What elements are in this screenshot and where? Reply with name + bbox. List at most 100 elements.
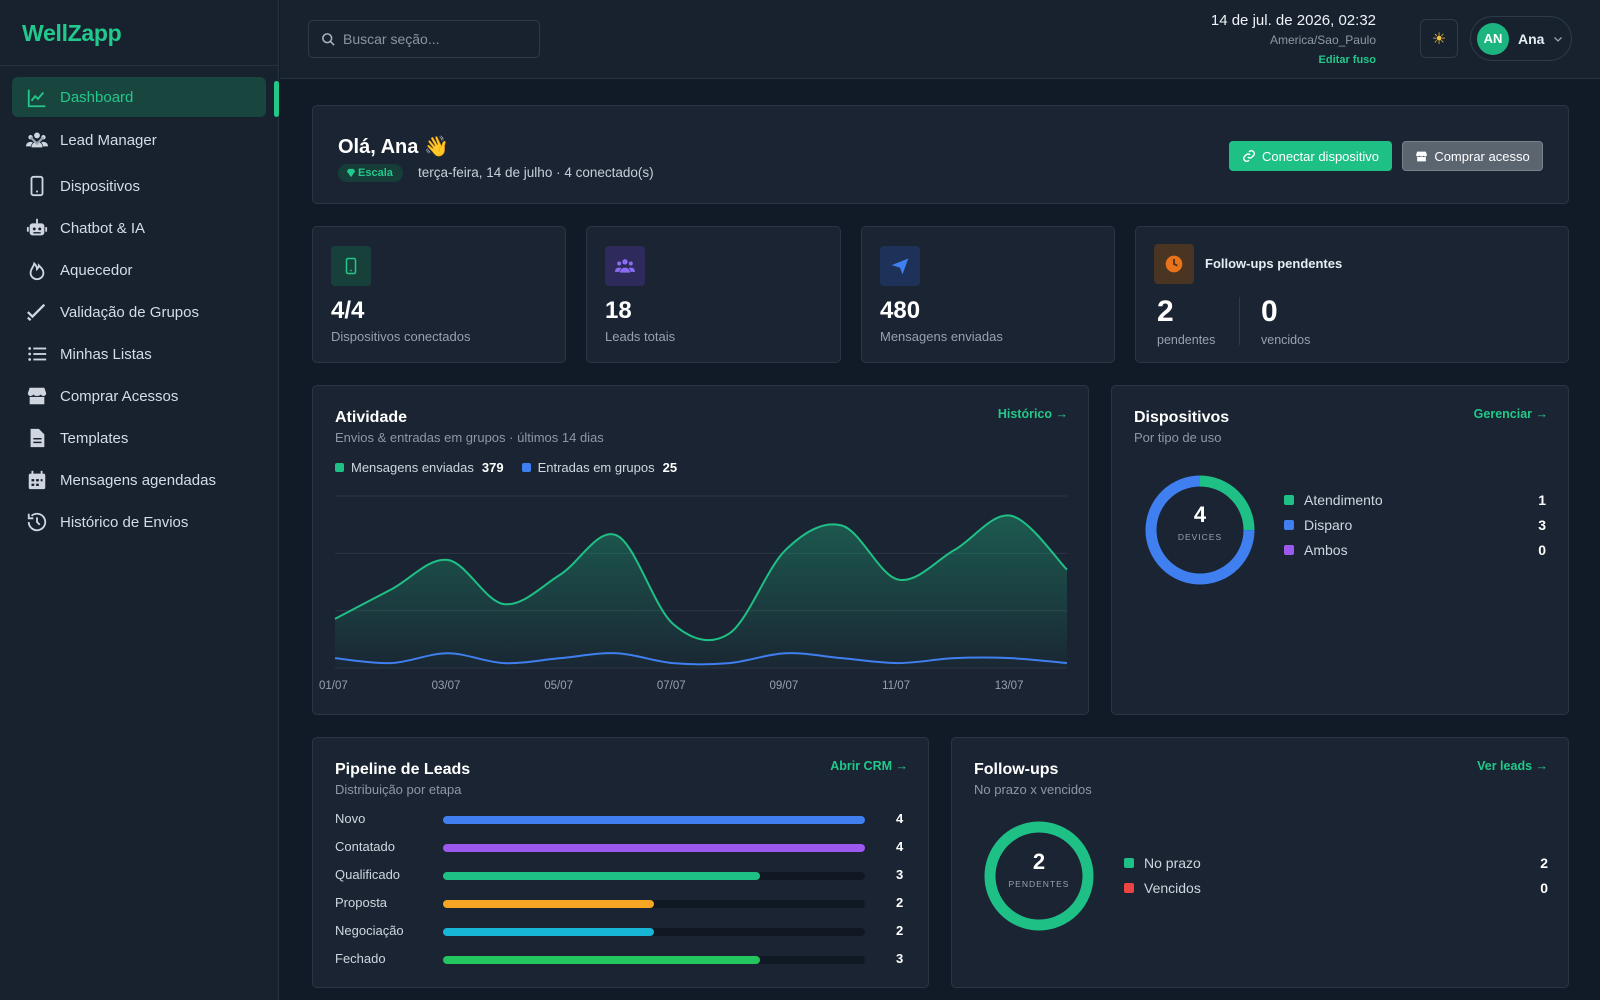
donut-center-label: PENDENTES bbox=[1008, 879, 1070, 889]
x-tick-label: 13/07 bbox=[994, 680, 1024, 692]
avatar: AN bbox=[1477, 22, 1509, 55]
legend-item-messages: Mensagens enviadas 379 bbox=[335, 460, 504, 475]
x-tick-label: 09/07 bbox=[769, 680, 799, 692]
legend-item-vencidos: Vencidos 0 bbox=[1124, 880, 1548, 905]
active-indicator bbox=[274, 81, 279, 117]
sidebar-item-historico-envios[interactable]: Histórico de Envios bbox=[12, 501, 266, 543]
search-input[interactable] bbox=[343, 21, 533, 57]
sidebar-item-comprar-acessos[interactable]: Comprar Acessos bbox=[12, 375, 266, 417]
x-tick-label: 01/07 bbox=[319, 680, 348, 692]
sidebar-item-aquecedor[interactable]: Aquecedor bbox=[12, 249, 266, 291]
theme-toggle-button[interactable]: ☀ bbox=[1420, 19, 1458, 58]
followups-donut bbox=[984, 821, 1094, 931]
pipeline-subtitle: Distribuição por etapa bbox=[335, 782, 462, 797]
stat-card-devices: 4/4 Dispositivos conectados bbox=[312, 226, 566, 363]
activity-legend: Mensagens enviadas 379 Entradas em grupos… bbox=[335, 460, 677, 475]
stat-label: Dispositivos conectados bbox=[331, 329, 471, 344]
devices-legend: Atendimento 1 Disparo 3 Ambos 0 bbox=[1284, 492, 1546, 567]
followups-donut-card: Follow-ups No prazo x vencidos Ver leads… bbox=[951, 737, 1569, 988]
stat-card-leads: 18 Leads totais bbox=[586, 226, 841, 363]
plan-badge-label: Escala bbox=[358, 167, 393, 179]
current-datetime: 14 de jul. de 2026, 02:32 bbox=[1210, 12, 1376, 29]
pipeline-stage-label: Proposta bbox=[335, 895, 388, 910]
series-line-groups bbox=[334, 652, 1068, 666]
pipeline-bar bbox=[443, 844, 865, 852]
donut-center-value: 2 bbox=[1032, 849, 1046, 874]
pipeline-stage-label: Negociação bbox=[335, 923, 404, 938]
x-tick-label: 07/07 bbox=[656, 680, 686, 692]
stat-value: 480 bbox=[880, 297, 921, 324]
pipeline-stage-label: Novo bbox=[335, 811, 366, 826]
robot-icon bbox=[26, 218, 48, 236]
pipeline-row: Contatado 4 bbox=[335, 839, 905, 859]
devices-subtitle: Por tipo de uso bbox=[1134, 430, 1222, 445]
flame-icon bbox=[29, 261, 45, 281]
stat-card-followups: Follow-ups pendentes 2 pendentes 0 venci… bbox=[1135, 226, 1569, 363]
buy-access-button[interactable]: Comprar acesso bbox=[1402, 141, 1543, 171]
pipeline-count: 3 bbox=[896, 951, 904, 966]
list-icon bbox=[28, 347, 47, 361]
pipeline-count: 2 bbox=[896, 923, 904, 938]
pipeline-title: Pipeline de Leads bbox=[335, 761, 471, 778]
legend-item-groups: Entradas em grupos 25 bbox=[521, 460, 677, 475]
sidebar-item-label: Histórico de Envios bbox=[60, 513, 189, 531]
connect-device-label: Conectar dispositivo bbox=[1261, 148, 1380, 164]
sidebar-item-dashboard[interactable]: Dashboard bbox=[12, 77, 266, 117]
pipeline-stage-label: Contatado bbox=[335, 839, 395, 854]
stat-label: Leads totais bbox=[605, 329, 676, 344]
sidebar-item-label: Aquecedor bbox=[60, 261, 133, 279]
view-leads-link[interactable]: Ver leads → bbox=[1477, 759, 1548, 773]
pipeline-row: Novo 4 bbox=[335, 811, 905, 831]
sidebar-item-lead-manager[interactable]: Lead Manager bbox=[12, 119, 266, 161]
legend-item-disparo: Disparo 3 bbox=[1284, 517, 1546, 542]
series-area-messages bbox=[335, 515, 1067, 668]
sidebar-item-mensagens-agendadas[interactable]: Mensagens agendadas bbox=[12, 459, 266, 501]
open-crm-link[interactable]: Abrir CRM → bbox=[830, 759, 908, 773]
edit-timezone-link[interactable]: Editar fuso bbox=[1318, 54, 1376, 66]
devices-donut bbox=[1145, 475, 1255, 585]
pipeline-count: 3 bbox=[896, 867, 904, 882]
pipeline-bar bbox=[443, 956, 760, 964]
calendar-icon bbox=[28, 470, 46, 490]
chevron-down-icon[interactable] bbox=[26, 129, 48, 151]
sidebar-item-minhas-listas[interactable]: Minhas Listas bbox=[12, 333, 266, 375]
pipeline-bar-track bbox=[443, 844, 865, 852]
stat-label: Mensagens enviadas bbox=[880, 329, 1003, 344]
app-logo[interactable]: WellZapp bbox=[0, 0, 278, 66]
users-icon bbox=[605, 246, 645, 286]
sidebar-item-validacao-grupos[interactable]: Validação de Grupos bbox=[12, 291, 266, 333]
activity-title: Atividade bbox=[335, 409, 408, 426]
pipeline-count: 4 bbox=[896, 839, 904, 854]
pipeline-bar bbox=[443, 900, 654, 908]
sidebar-item-label: Chatbot & IA bbox=[60, 219, 146, 237]
sidebar-item-label: Dashboard bbox=[60, 88, 134, 106]
store-icon bbox=[27, 387, 47, 405]
x-tick-label: 05/07 bbox=[544, 680, 573, 692]
history-icon bbox=[27, 512, 47, 532]
sidebar-item-chatbot[interactable]: Chatbot & IA bbox=[12, 207, 266, 249]
pipeline-row: Negociação 2 bbox=[335, 923, 905, 943]
sidebar-item-label: Templates bbox=[60, 429, 129, 447]
followups-card-title: Follow-ups pendentes bbox=[1205, 256, 1343, 271]
sun-icon: ☀ bbox=[1431, 30, 1447, 48]
user-menu[interactable]: AN Ana bbox=[1470, 16, 1572, 61]
connect-device-button[interactable]: Conectar dispositivo bbox=[1229, 141, 1392, 171]
sidebar-item-dispositivos[interactable]: Dispositivos bbox=[12, 165, 266, 207]
stat-card-messages: 480 Mensagens enviadas bbox=[861, 226, 1115, 363]
check-double-icon bbox=[27, 303, 46, 322]
search-box[interactable] bbox=[308, 20, 540, 58]
pipeline-row: Qualificado 3 bbox=[335, 867, 905, 887]
history-link[interactable]: Histórico → bbox=[997, 407, 1068, 421]
datetime-block: 14 de jul. de 2026, 02:32 America/Sao_Pa… bbox=[1211, 12, 1376, 66]
followups-legend: No prazo 2 Vencidos 0 bbox=[1124, 855, 1548, 905]
chart-line-icon bbox=[27, 89, 46, 108]
manage-link[interactable]: Gerenciar → bbox=[1473, 407, 1548, 421]
pipeline-count: 4 bbox=[896, 811, 904, 826]
legend-item-ambos: Ambos 0 bbox=[1284, 542, 1546, 567]
legend-item-no-prazo: No prazo 2 bbox=[1124, 855, 1548, 880]
sidebar-item-templates[interactable]: Templates bbox=[12, 417, 266, 459]
greeting-subtitle: terça-feira, 14 de julho · 4 conectado(s… bbox=[418, 165, 654, 180]
donut-center-value: 4 bbox=[1193, 502, 1207, 527]
pipeline-bar-track bbox=[443, 900, 865, 908]
pipeline-bar-track bbox=[443, 956, 865, 964]
